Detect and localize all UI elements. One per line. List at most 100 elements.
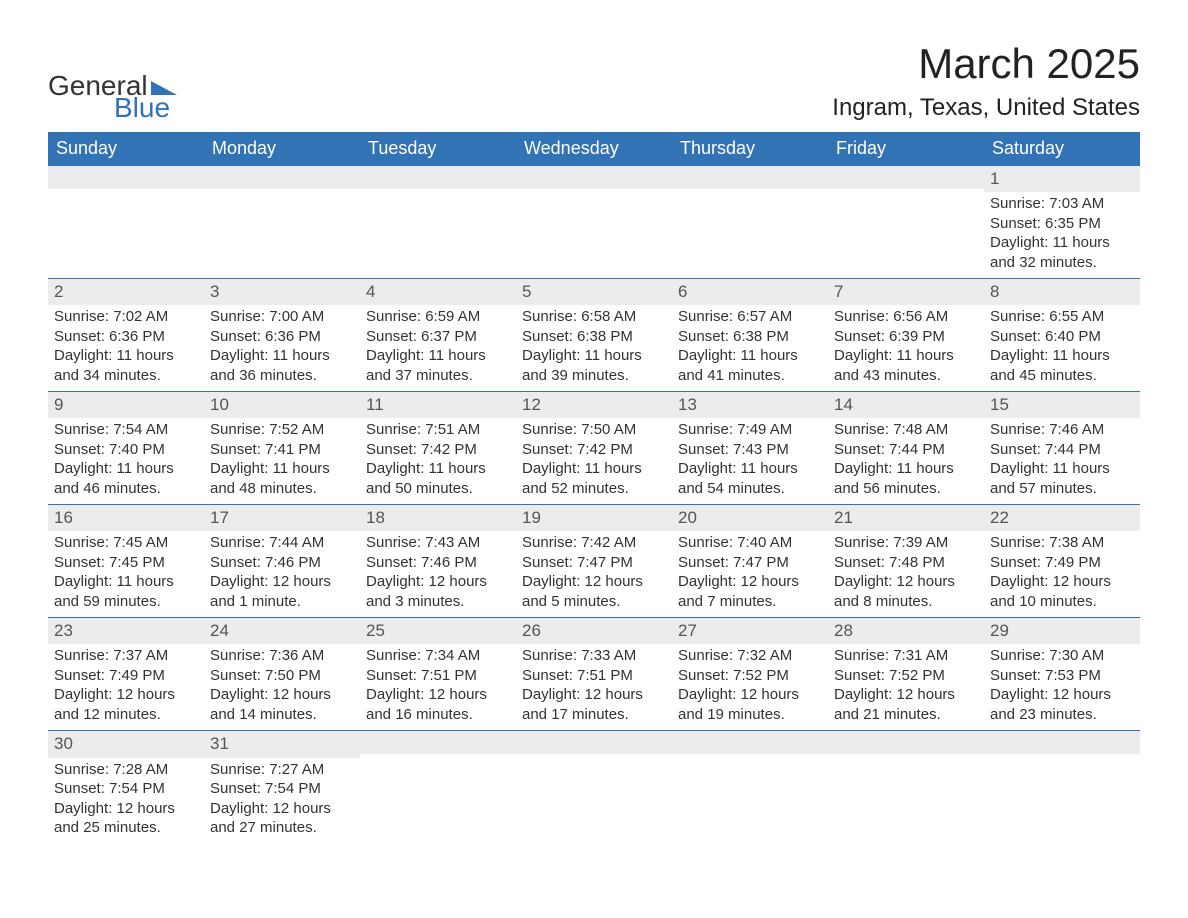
sunrise-line: Sunrise: 7:43 AM <box>366 533 510 553</box>
calendar-week-row: 23Sunrise: 7:37 AMSunset: 7:49 PMDayligh… <box>48 617 1140 730</box>
sunset-line: Sunset: 6:40 PM <box>990 327 1134 347</box>
day-body: Sunrise: 7:54 AMSunset: 7:40 PMDaylight:… <box>48 418 204 504</box>
page-title: March 2025 <box>832 40 1140 88</box>
sunrise-line: Sunrise: 7:44 AM <box>210 533 354 553</box>
sunrise-line: Sunrise: 7:49 AM <box>678 420 822 440</box>
day-body: Sunrise: 7:40 AMSunset: 7:47 PMDaylight:… <box>672 531 828 617</box>
day-body: Sunrise: 7:49 AMSunset: 7:43 PMDaylight:… <box>672 418 828 504</box>
daylight-line: Daylight: 11 hours and 41 minutes. <box>678 346 822 385</box>
weekday-header: Sunday <box>48 132 204 165</box>
calendar-cell: 26Sunrise: 7:33 AMSunset: 7:51 PMDayligh… <box>516 617 672 730</box>
daylight-line: Daylight: 11 hours and 34 minutes. <box>54 346 198 385</box>
daylight-line: Daylight: 11 hours and 59 minutes. <box>54 572 198 611</box>
day-number: 19 <box>516 504 672 531</box>
daylight-line: Daylight: 12 hours and 25 minutes. <box>54 799 198 838</box>
calendar-week-row: 2Sunrise: 7:02 AMSunset: 6:36 PMDaylight… <box>48 278 1140 391</box>
day-body: Sunrise: 7:33 AMSunset: 7:51 PMDaylight:… <box>516 644 672 730</box>
calendar-week-row: 9Sunrise: 7:54 AMSunset: 7:40 PMDaylight… <box>48 391 1140 504</box>
calendar-cell: 9Sunrise: 7:54 AMSunset: 7:40 PMDaylight… <box>48 391 204 504</box>
calendar-table: Sunday Monday Tuesday Wednesday Thursday… <box>48 132 1140 844</box>
day-body: Sunrise: 7:45 AMSunset: 7:45 PMDaylight:… <box>48 531 204 617</box>
weekday-header-row: Sunday Monday Tuesday Wednesday Thursday… <box>48 132 1140 165</box>
sunrise-line: Sunrise: 7:48 AM <box>834 420 978 440</box>
sunset-line: Sunset: 7:50 PM <box>210 666 354 686</box>
sunset-line: Sunset: 7:48 PM <box>834 553 978 573</box>
sunrise-line: Sunrise: 7:52 AM <box>210 420 354 440</box>
calendar-cell: 2Sunrise: 7:02 AMSunset: 6:36 PMDaylight… <box>48 278 204 391</box>
daylight-line: Daylight: 11 hours and 43 minutes. <box>834 346 978 385</box>
calendar-cell: 18Sunrise: 7:43 AMSunset: 7:46 PMDayligh… <box>360 504 516 617</box>
day-number: 15 <box>984 391 1140 418</box>
sunrise-line: Sunrise: 7:39 AM <box>834 533 978 553</box>
sunrise-line: Sunrise: 7:03 AM <box>990 194 1134 214</box>
day-body: Sunrise: 7:52 AMSunset: 7:41 PMDaylight:… <box>204 418 360 504</box>
calendar-cell: 5Sunrise: 6:58 AMSunset: 6:38 PMDaylight… <box>516 278 672 391</box>
sunset-line: Sunset: 7:44 PM <box>834 440 978 460</box>
header: General Blue March 2025 Ingram, Texas, U… <box>48 40 1140 122</box>
calendar-cell: 30Sunrise: 7:28 AMSunset: 7:54 PMDayligh… <box>48 730 204 843</box>
calendar-cell: 16Sunrise: 7:45 AMSunset: 7:45 PMDayligh… <box>48 504 204 617</box>
day-body: Sunrise: 6:56 AMSunset: 6:39 PMDaylight:… <box>828 305 984 391</box>
sunset-line: Sunset: 7:53 PM <box>990 666 1134 686</box>
weekday-header: Saturday <box>984 132 1140 165</box>
daylight-line: Daylight: 12 hours and 27 minutes. <box>210 799 354 838</box>
day-number: 31 <box>204 730 360 757</box>
sunrise-line: Sunrise: 6:59 AM <box>366 307 510 327</box>
sunrise-line: Sunrise: 7:32 AM <box>678 646 822 666</box>
calendar-cell: 17Sunrise: 7:44 AMSunset: 7:46 PMDayligh… <box>204 504 360 617</box>
sunrise-line: Sunrise: 7:38 AM <box>990 533 1134 553</box>
day-number <box>984 730 1140 754</box>
daylight-line: Daylight: 12 hours and 1 minute. <box>210 572 354 611</box>
sunrise-line: Sunrise: 7:02 AM <box>54 307 198 327</box>
sunrise-line: Sunrise: 7:45 AM <box>54 533 198 553</box>
day-body: Sunrise: 7:48 AMSunset: 7:44 PMDaylight:… <box>828 418 984 504</box>
day-number <box>828 730 984 754</box>
day-number <box>828 165 984 189</box>
day-body: Sunrise: 7:37 AMSunset: 7:49 PMDaylight:… <box>48 644 204 730</box>
day-number <box>672 730 828 754</box>
daylight-line: Daylight: 11 hours and 50 minutes. <box>366 459 510 498</box>
day-body: Sunrise: 6:55 AMSunset: 6:40 PMDaylight:… <box>984 305 1140 391</box>
day-number: 16 <box>48 504 204 531</box>
day-number <box>48 165 204 189</box>
day-body: Sunrise: 7:30 AMSunset: 7:53 PMDaylight:… <box>984 644 1140 730</box>
calendar-cell: 21Sunrise: 7:39 AMSunset: 7:48 PMDayligh… <box>828 504 984 617</box>
calendar-cell <box>672 730 828 843</box>
day-body: Sunrise: 7:51 AMSunset: 7:42 PMDaylight:… <box>360 418 516 504</box>
daylight-line: Daylight: 12 hours and 19 minutes. <box>678 685 822 724</box>
calendar-cell: 19Sunrise: 7:42 AMSunset: 7:47 PMDayligh… <box>516 504 672 617</box>
daylight-line: Daylight: 12 hours and 5 minutes. <box>522 572 666 611</box>
calendar-cell <box>204 165 360 278</box>
day-number: 12 <box>516 391 672 418</box>
daylight-line: Daylight: 12 hours and 7 minutes. <box>678 572 822 611</box>
day-number: 4 <box>360 278 516 305</box>
calendar-cell: 29Sunrise: 7:30 AMSunset: 7:53 PMDayligh… <box>984 617 1140 730</box>
day-body: Sunrise: 6:58 AMSunset: 6:38 PMDaylight:… <box>516 305 672 391</box>
calendar-cell <box>360 730 516 843</box>
calendar-cell <box>516 165 672 278</box>
daylight-line: Daylight: 12 hours and 12 minutes. <box>54 685 198 724</box>
calendar-week-row: 30Sunrise: 7:28 AMSunset: 7:54 PMDayligh… <box>48 730 1140 843</box>
daylight-line: Daylight: 12 hours and 23 minutes. <box>990 685 1134 724</box>
day-number: 3 <box>204 278 360 305</box>
calendar-cell: 14Sunrise: 7:48 AMSunset: 7:44 PMDayligh… <box>828 391 984 504</box>
sunrise-line: Sunrise: 7:31 AM <box>834 646 978 666</box>
calendar-cell: 31Sunrise: 7:27 AMSunset: 7:54 PMDayligh… <box>204 730 360 843</box>
day-number: 1 <box>984 165 1140 192</box>
sunset-line: Sunset: 7:49 PM <box>990 553 1134 573</box>
day-body: Sunrise: 7:38 AMSunset: 7:49 PMDaylight:… <box>984 531 1140 617</box>
calendar-cell: 12Sunrise: 7:50 AMSunset: 7:42 PMDayligh… <box>516 391 672 504</box>
day-number <box>204 165 360 189</box>
day-number: 7 <box>828 278 984 305</box>
daylight-line: Daylight: 11 hours and 39 minutes. <box>522 346 666 385</box>
calendar-cell: 15Sunrise: 7:46 AMSunset: 7:44 PMDayligh… <box>984 391 1140 504</box>
day-body: Sunrise: 7:42 AMSunset: 7:47 PMDaylight:… <box>516 531 672 617</box>
sunset-line: Sunset: 7:45 PM <box>54 553 198 573</box>
daylight-line: Daylight: 11 hours and 56 minutes. <box>834 459 978 498</box>
day-number: 24 <box>204 617 360 644</box>
logo-word-blue: Blue <box>114 94 177 122</box>
calendar-week-row: 1Sunrise: 7:03 AMSunset: 6:35 PMDaylight… <box>48 165 1140 278</box>
sunset-line: Sunset: 7:52 PM <box>678 666 822 686</box>
sunset-line: Sunset: 7:42 PM <box>366 440 510 460</box>
sunset-line: Sunset: 6:38 PM <box>522 327 666 347</box>
